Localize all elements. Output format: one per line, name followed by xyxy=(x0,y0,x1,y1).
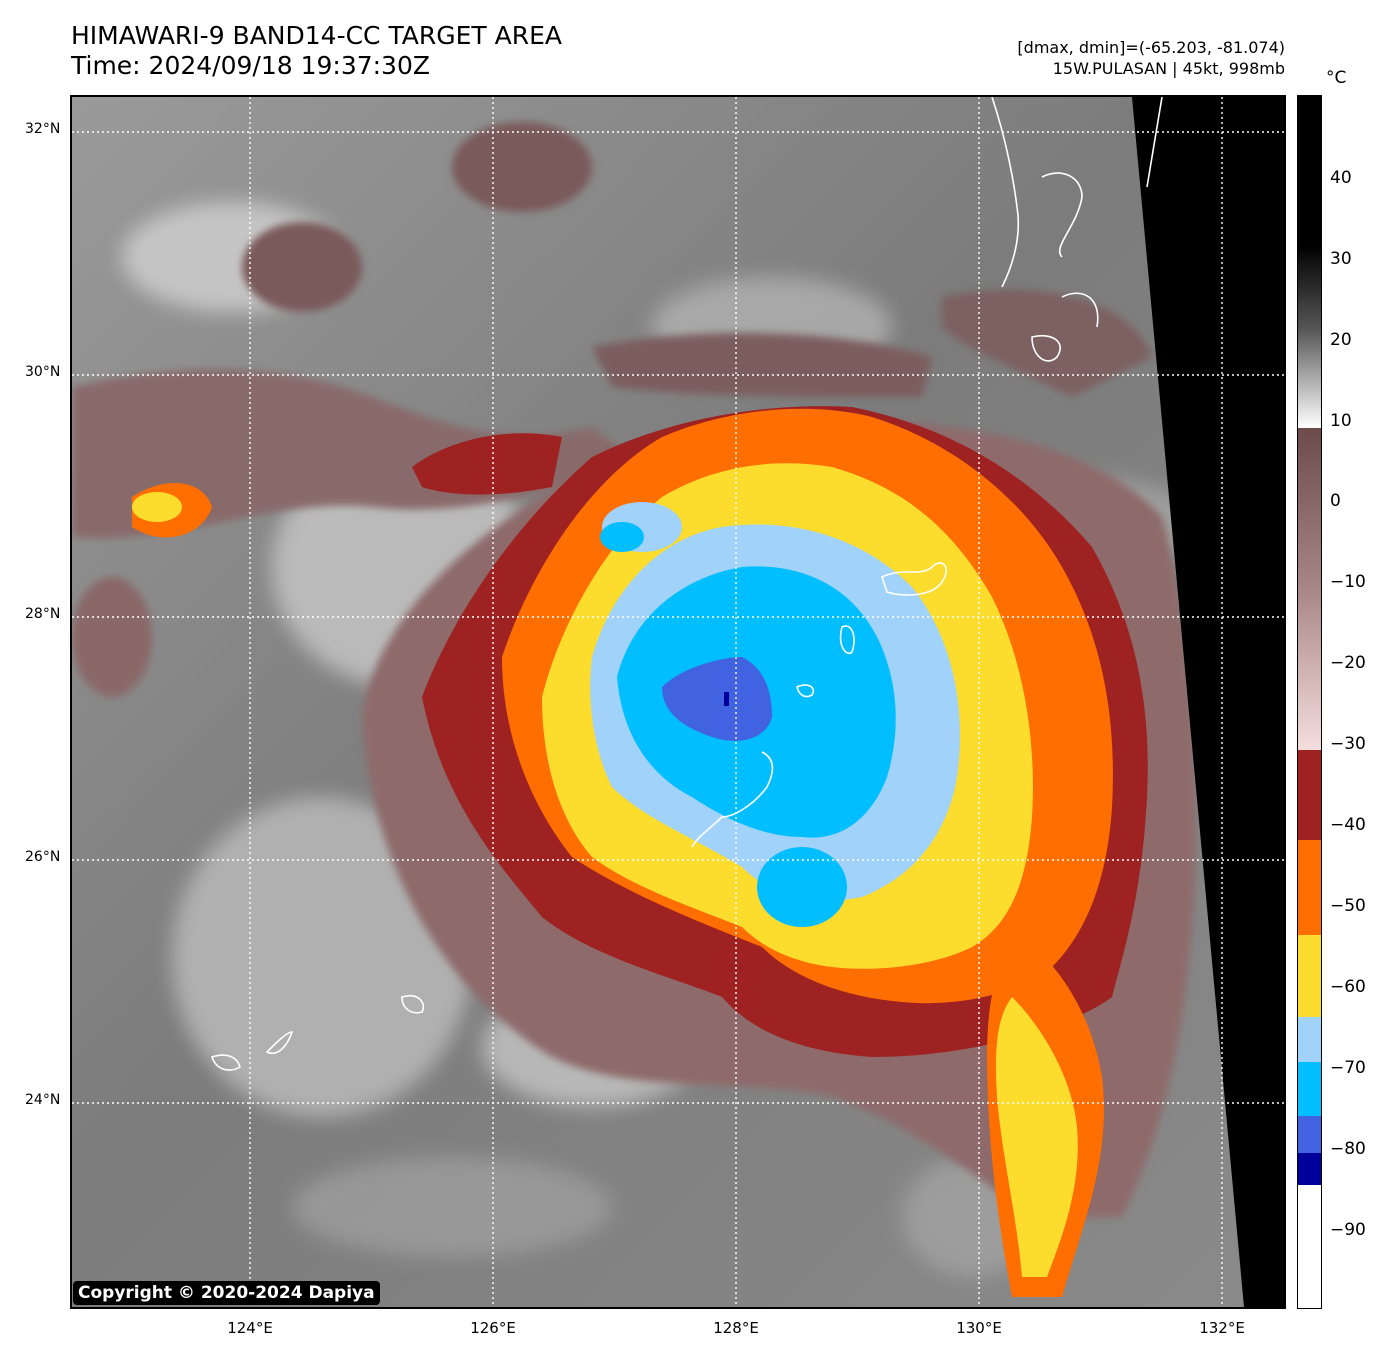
navy-spot xyxy=(724,692,729,706)
graticule xyxy=(72,97,1284,1307)
lat-label-24n: 24°N xyxy=(25,1092,61,1108)
colorbar-tick-minus10: −10 xyxy=(1330,572,1366,592)
lat-label-32n: 32°N xyxy=(25,121,61,137)
range-info: [dmax, dmin]=(-65.203, -81.074) xyxy=(1017,38,1285,57)
colorbar-tick-0: 0 xyxy=(1330,491,1341,511)
colorbar-tick-minus50: −50 xyxy=(1330,896,1366,916)
colorbar-tick-minus60: −60 xyxy=(1330,977,1366,997)
colorbar-tick-20: 20 xyxy=(1330,330,1352,350)
lat-label-28n: 28°N xyxy=(25,606,61,622)
colorbar-tick-10: 10 xyxy=(1330,411,1352,431)
colorbar-tick-minus90: −90 xyxy=(1330,1220,1366,1240)
colorbar-tick-minus20: −20 xyxy=(1330,653,1366,673)
time-line: Time: 2024/09/18 19:37:30Z xyxy=(71,51,430,80)
no-data-region xyxy=(1132,97,1284,1307)
colorbar-unit: °C xyxy=(1326,68,1347,88)
coastlines xyxy=(210,97,1163,1071)
copyright-badge: Copyright © 2020-2024 Dapiya xyxy=(73,1281,380,1305)
colorbar-tick-40: 40 xyxy=(1330,168,1352,188)
colorbar-tick-minus80: −80 xyxy=(1330,1139,1366,1159)
cyan-cell-south xyxy=(757,847,847,927)
title-line1: HIMAWARI-9 BAND14-CC TARGET AREA xyxy=(71,21,563,50)
cyan-cell-nw xyxy=(600,522,644,552)
royal-blue-core xyxy=(662,657,772,741)
colorbar-tick-minus30: −30 xyxy=(1330,734,1366,754)
colorbar-tick-minus40: −40 xyxy=(1330,815,1366,835)
lon-label-130e: 130°E xyxy=(956,1319,1002,1337)
lon-label-128e: 128°E xyxy=(713,1319,759,1337)
storm-info: 15W.PULASAN | 45kt, 998mb xyxy=(1052,59,1285,78)
dark-red-band-nw xyxy=(412,433,562,495)
colorbar-gradient xyxy=(1298,96,1321,1308)
satellite-image xyxy=(72,97,1284,1307)
yellow-tail xyxy=(995,997,1078,1277)
lat-label-30n: 30°N xyxy=(25,364,61,380)
colorbar xyxy=(1297,95,1322,1309)
colorbar-tick-minus70: −70 xyxy=(1330,1058,1366,1078)
lon-label-124e: 124°E xyxy=(227,1319,273,1337)
colorbar-tick-30: 30 xyxy=(1330,249,1352,269)
satellite-map xyxy=(70,95,1286,1309)
lat-label-26n: 26°N xyxy=(25,849,61,865)
lon-label-132e: 132°E xyxy=(1199,1319,1245,1337)
lon-label-126e: 126°E xyxy=(470,1319,516,1337)
yellow-cell-west xyxy=(132,492,182,522)
